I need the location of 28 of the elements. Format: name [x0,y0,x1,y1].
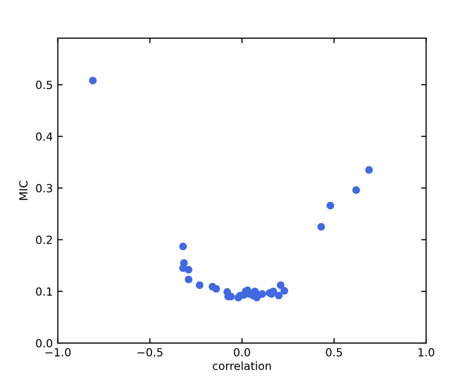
y-tick-label: 0.5 [36,80,52,90]
point [258,290,266,298]
x-axis-title: correlation [212,361,271,370]
x-tick-label: −0.5 [138,348,162,356]
x-tick-label: 0.5 [326,348,342,356]
x-tick-label: 1.0 [418,348,434,356]
point [184,266,192,274]
point [179,242,187,250]
point [196,281,204,289]
y-tick-label: 0.1 [36,287,52,296]
point [365,166,373,174]
y-tick-label: 0.4 [36,132,52,141]
point [276,281,284,289]
y-tick-label: 0.3 [36,184,52,192]
point [352,186,360,194]
x-tick-label: −1.0 [46,348,71,356]
y-tick-label: 0.2 [36,236,52,244]
point [280,287,288,295]
point [89,76,97,84]
point [184,276,192,284]
y-axis-title: MIC [19,180,28,200]
point [275,292,283,300]
y-tick-label: 0.0 [36,339,52,348]
point [326,202,334,210]
point [317,222,325,231]
point [212,284,220,293]
x-tick-label: 0.0 [234,348,250,356]
point [269,288,278,296]
